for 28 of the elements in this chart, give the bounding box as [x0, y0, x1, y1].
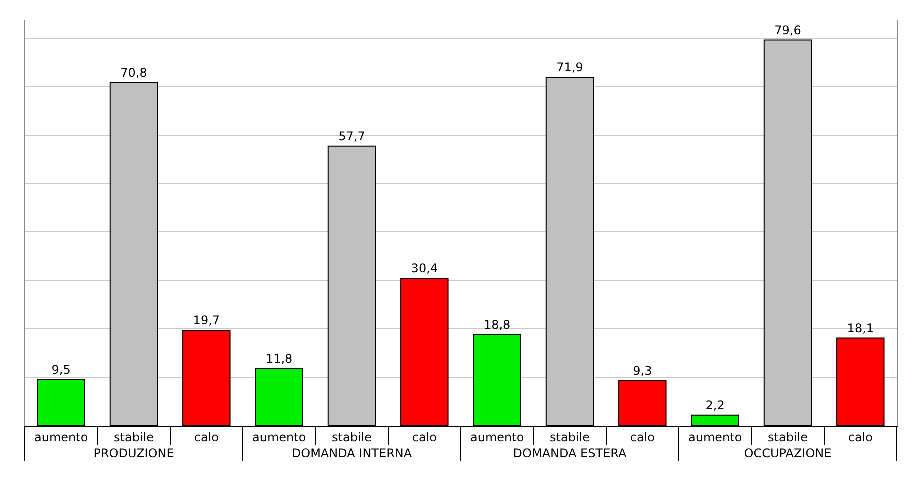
data-label: 9,3 — [633, 364, 652, 378]
x-tick-label: calo — [412, 430, 437, 444]
x-tick-label: stabile — [768, 430, 808, 444]
data-label: 18,1 — [847, 321, 874, 336]
text: OCCUPAZIONE — [744, 446, 832, 460]
x-tick-label: aumento — [34, 430, 88, 444]
text: DOMANDA INTERNA — [292, 446, 413, 460]
text: DOMANDA ESTERA — [513, 446, 628, 460]
data-label: 19,7 — [193, 314, 220, 328]
x-tick-label: calo — [630, 430, 655, 444]
x-tick-label: calo — [848, 430, 873, 444]
x-tick-label: aumento — [688, 430, 742, 444]
x-tick-label: aumento — [252, 430, 306, 444]
data-label: 9,5 — [52, 362, 71, 377]
data-label: 2,2 — [706, 398, 725, 412]
text: PRODUZIONE — [94, 446, 174, 460]
x-tick-label: stabile — [332, 430, 372, 444]
data-label: 71,9 — [556, 60, 584, 75]
data-label: 30,4 — [411, 262, 438, 276]
data-label: 18,8 — [484, 318, 511, 332]
data-label: 70,8 — [120, 66, 148, 80]
x-tick-label: calo — [194, 430, 219, 444]
x-tick-label: stabile — [550, 430, 590, 444]
data-label: 11,8 — [266, 352, 293, 366]
data-label: 57,7 — [338, 129, 366, 144]
data-label: 79,6 — [774, 23, 802, 38]
x-tick-label: stabile — [114, 430, 154, 444]
x-tick-label: aumento — [470, 430, 524, 444]
